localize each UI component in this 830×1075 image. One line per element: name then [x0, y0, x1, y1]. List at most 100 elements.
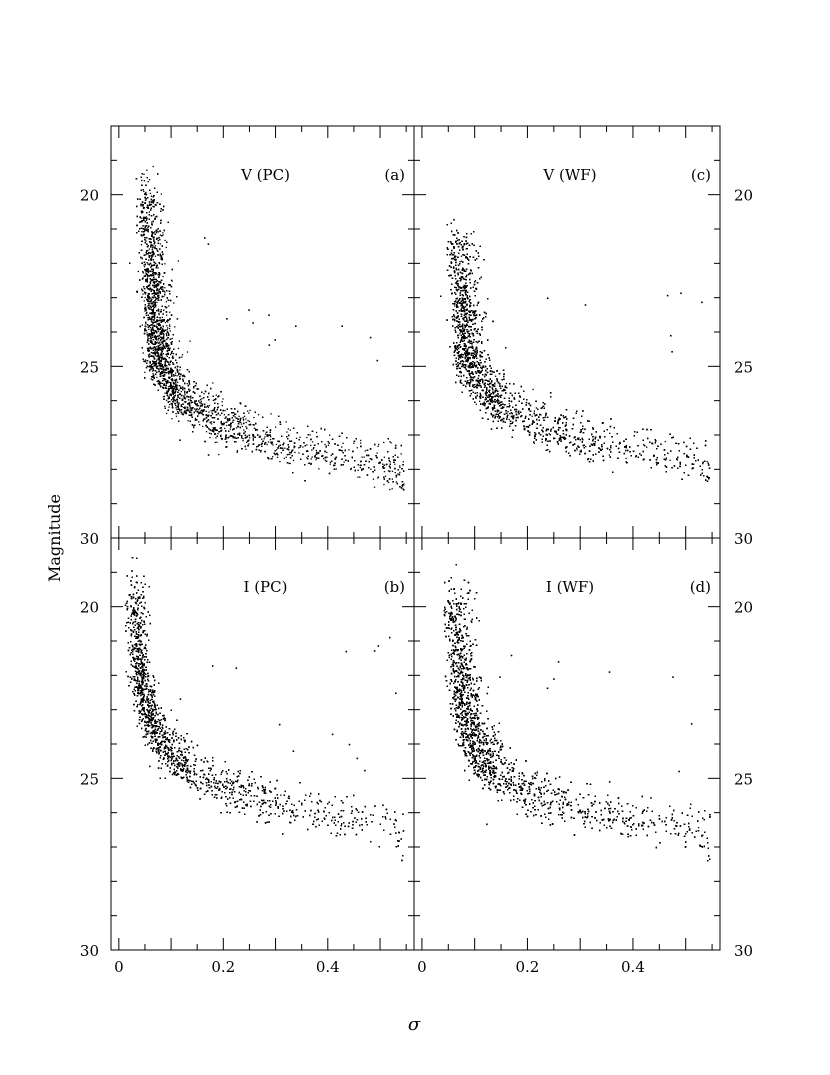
data-point [241, 423, 242, 424]
data-point [152, 256, 153, 257]
data-point [359, 477, 360, 478]
data-point [385, 476, 386, 477]
data-point [306, 437, 307, 438]
data-point [145, 200, 146, 201]
data-point [171, 394, 172, 395]
data-point [224, 428, 225, 429]
data-point [178, 260, 179, 261]
data-point [166, 325, 167, 326]
data-point [162, 313, 163, 314]
data-point [162, 276, 163, 277]
data-point [147, 332, 148, 333]
data-point [168, 305, 169, 306]
data-point [169, 401, 170, 402]
data-point [146, 207, 147, 208]
data-point [286, 431, 287, 432]
data-point [275, 427, 276, 428]
data-point [177, 382, 178, 383]
data-point [383, 442, 384, 443]
data-point [384, 471, 385, 472]
data-point [160, 243, 161, 244]
data-point [392, 479, 393, 480]
data-point [245, 449, 246, 450]
data-point [242, 417, 243, 418]
data-point [300, 447, 301, 448]
data-point [348, 449, 349, 450]
data-point [209, 405, 210, 406]
data-point [158, 231, 159, 232]
data-point [396, 481, 397, 482]
data-point [281, 452, 282, 453]
data-point [182, 354, 183, 355]
data-point [247, 420, 248, 421]
data-point [179, 369, 180, 370]
data-point [151, 364, 152, 365]
data-point [198, 388, 199, 389]
data-point [153, 370, 154, 371]
data-point [237, 421, 238, 422]
data-point [206, 406, 207, 407]
data-point [148, 340, 149, 341]
data-point [175, 407, 176, 408]
data-point [206, 431, 207, 432]
data-point [142, 325, 143, 326]
data-point [162, 234, 163, 235]
data-point [198, 401, 199, 402]
data-point [311, 449, 312, 450]
data-point [179, 341, 180, 342]
data-point [209, 437, 210, 438]
data-point [143, 272, 144, 273]
data-point [183, 407, 184, 408]
data-point [175, 373, 176, 374]
data-point [164, 406, 165, 407]
data-point [331, 455, 332, 456]
data-point [374, 487, 375, 488]
data-point [258, 446, 259, 447]
data-point [220, 415, 221, 416]
data-point [141, 231, 142, 232]
data-point [211, 421, 212, 422]
data-point [270, 439, 271, 440]
data-point [244, 416, 245, 417]
data-point [187, 351, 188, 352]
data-point [145, 271, 146, 272]
data-point [198, 421, 199, 422]
data-point [148, 231, 149, 232]
data-point [288, 428, 289, 429]
data-point [254, 428, 255, 429]
data-point [159, 314, 160, 315]
data-point [170, 354, 171, 355]
data-point [360, 442, 361, 443]
data-point [138, 271, 139, 272]
data-point [181, 404, 182, 405]
data-point [198, 409, 199, 410]
data-point [202, 404, 203, 405]
data-point [344, 461, 345, 462]
data-point [215, 437, 216, 438]
data-point [353, 443, 354, 444]
data-point [287, 454, 288, 455]
data-point [198, 405, 199, 406]
data-point [222, 405, 223, 406]
data-point [169, 312, 170, 313]
data-point [296, 438, 297, 439]
data-point [173, 357, 174, 358]
data-point [151, 266, 152, 267]
data-point [164, 393, 165, 394]
data-point [156, 346, 157, 347]
data-point [169, 324, 170, 325]
data-point [302, 446, 303, 447]
data-point [315, 459, 316, 460]
data-point [222, 401, 223, 402]
data-point [142, 294, 143, 295]
data-point [181, 356, 182, 357]
data-point [377, 477, 378, 478]
data-point [201, 401, 202, 402]
data-point [149, 303, 150, 304]
data-point [290, 430, 291, 431]
data-point [267, 444, 268, 445]
data-point [286, 421, 287, 422]
data-point [169, 382, 170, 383]
data-point [155, 256, 156, 257]
data-point [188, 420, 189, 421]
